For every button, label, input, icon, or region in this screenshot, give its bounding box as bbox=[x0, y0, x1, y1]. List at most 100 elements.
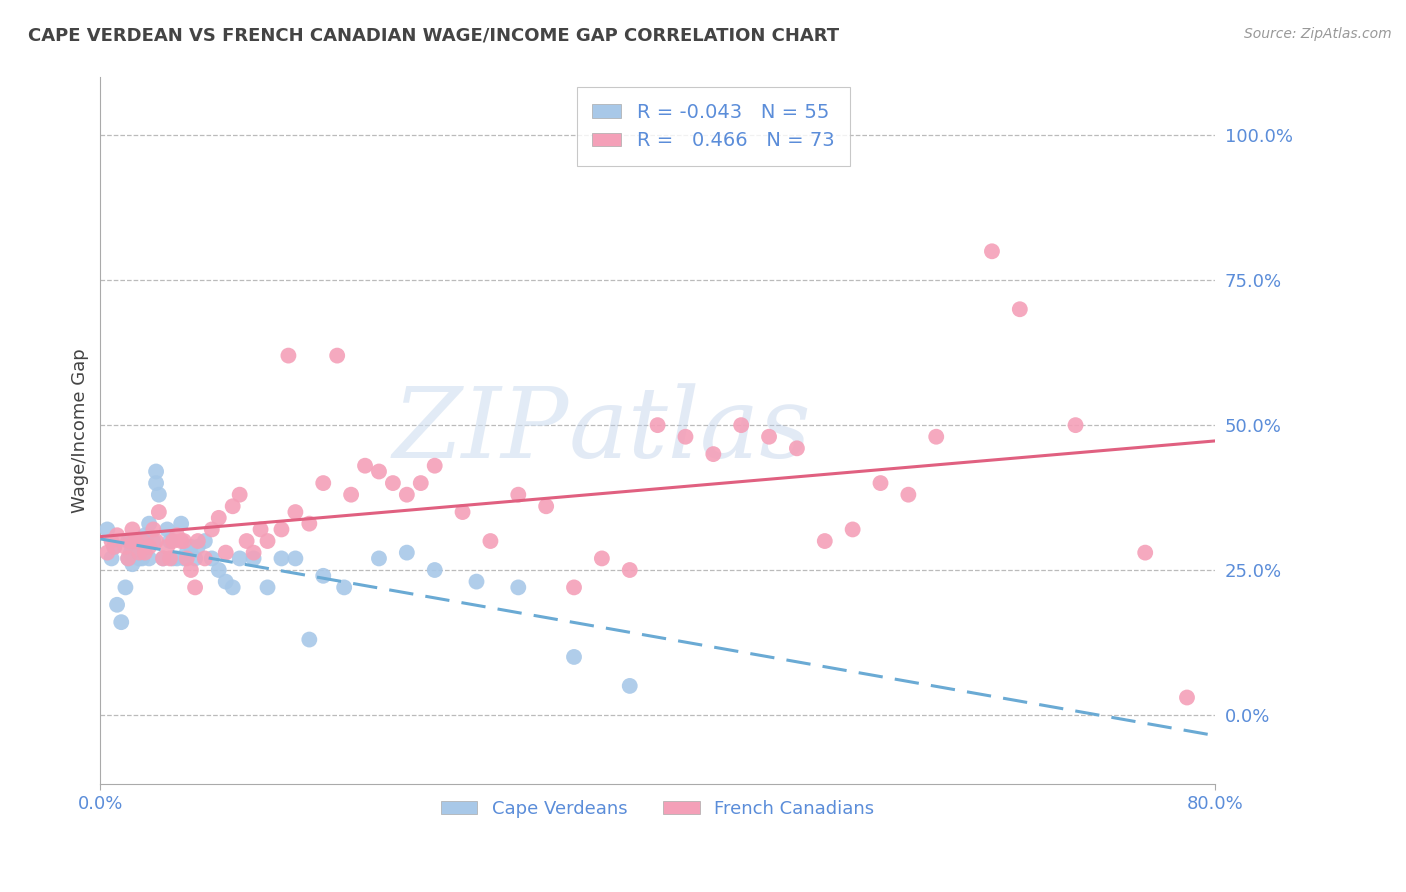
Point bbox=[110, 615, 132, 629]
Point bbox=[758, 430, 780, 444]
Point bbox=[312, 476, 335, 491]
Point bbox=[131, 534, 153, 549]
Point bbox=[647, 418, 669, 433]
Point bbox=[131, 534, 153, 549]
Point bbox=[162, 534, 184, 549]
Point bbox=[1008, 302, 1031, 317]
Point bbox=[1064, 418, 1087, 433]
Point bbox=[142, 534, 165, 549]
Point bbox=[103, 540, 125, 554]
Point bbox=[270, 551, 292, 566]
Point bbox=[117, 551, 139, 566]
Point bbox=[508, 581, 530, 595]
Point bbox=[423, 458, 446, 473]
Point bbox=[869, 476, 891, 491]
Point bbox=[100, 534, 122, 549]
Point bbox=[173, 551, 195, 566]
Point bbox=[201, 523, 224, 537]
Point bbox=[156, 540, 179, 554]
Point bbox=[298, 516, 321, 531]
Point bbox=[814, 534, 837, 549]
Point bbox=[135, 534, 157, 549]
Point bbox=[256, 581, 278, 595]
Point bbox=[242, 551, 264, 566]
Point bbox=[591, 551, 613, 566]
Point bbox=[145, 465, 167, 479]
Point bbox=[124, 534, 146, 549]
Point bbox=[222, 500, 245, 514]
Point bbox=[215, 574, 238, 589]
Point bbox=[201, 551, 224, 566]
Point bbox=[152, 551, 174, 566]
Point bbox=[121, 558, 143, 572]
Point bbox=[176, 546, 198, 560]
Point bbox=[451, 505, 474, 519]
Point bbox=[117, 551, 139, 566]
Point bbox=[534, 500, 557, 514]
Point bbox=[173, 534, 195, 549]
Point bbox=[105, 528, 128, 542]
Point bbox=[131, 551, 153, 566]
Point bbox=[105, 598, 128, 612]
Point bbox=[194, 534, 217, 549]
Point bbox=[981, 244, 1004, 259]
Point bbox=[312, 569, 335, 583]
Point bbox=[228, 551, 250, 566]
Point bbox=[619, 563, 641, 577]
Point bbox=[215, 546, 238, 560]
Point bbox=[730, 418, 752, 433]
Point bbox=[333, 581, 356, 595]
Point bbox=[354, 458, 377, 473]
Point bbox=[277, 349, 299, 363]
Point bbox=[103, 540, 125, 554]
Point bbox=[138, 540, 160, 554]
Point bbox=[134, 546, 156, 560]
Point bbox=[395, 488, 418, 502]
Point bbox=[121, 523, 143, 537]
Point bbox=[166, 551, 188, 566]
Point bbox=[368, 551, 391, 566]
Point bbox=[841, 523, 863, 537]
Point bbox=[145, 476, 167, 491]
Point bbox=[187, 534, 209, 549]
Point bbox=[184, 551, 207, 566]
Point bbox=[120, 534, 142, 549]
Text: Source: ZipAtlas.com: Source: ZipAtlas.com bbox=[1244, 27, 1392, 41]
Point bbox=[159, 551, 181, 566]
Point bbox=[465, 574, 488, 589]
Point bbox=[138, 551, 160, 566]
Point bbox=[925, 430, 948, 444]
Point bbox=[117, 534, 139, 549]
Point bbox=[284, 505, 307, 519]
Point bbox=[1135, 546, 1157, 560]
Point bbox=[395, 546, 418, 560]
Point bbox=[235, 534, 257, 549]
Point bbox=[114, 581, 136, 595]
Point bbox=[897, 488, 920, 502]
Point bbox=[148, 505, 170, 519]
Point bbox=[170, 534, 193, 549]
Point bbox=[228, 488, 250, 502]
Point bbox=[675, 430, 697, 444]
Point bbox=[96, 546, 118, 560]
Point bbox=[120, 534, 142, 549]
Point bbox=[1175, 690, 1198, 705]
Text: CAPE VERDEAN VS FRENCH CANADIAN WAGE/INCOME GAP CORRELATION CHART: CAPE VERDEAN VS FRENCH CANADIAN WAGE/INC… bbox=[28, 27, 839, 45]
Point bbox=[256, 534, 278, 549]
Point bbox=[148, 488, 170, 502]
Point bbox=[208, 563, 231, 577]
Point bbox=[128, 551, 150, 566]
Point bbox=[423, 563, 446, 577]
Point bbox=[96, 523, 118, 537]
Point bbox=[184, 581, 207, 595]
Point bbox=[114, 540, 136, 554]
Point bbox=[340, 488, 363, 502]
Point bbox=[508, 488, 530, 502]
Point bbox=[124, 546, 146, 560]
Point bbox=[368, 465, 391, 479]
Point bbox=[298, 632, 321, 647]
Point bbox=[479, 534, 502, 549]
Point bbox=[326, 349, 349, 363]
Text: atlas: atlas bbox=[568, 384, 811, 479]
Point bbox=[270, 523, 292, 537]
